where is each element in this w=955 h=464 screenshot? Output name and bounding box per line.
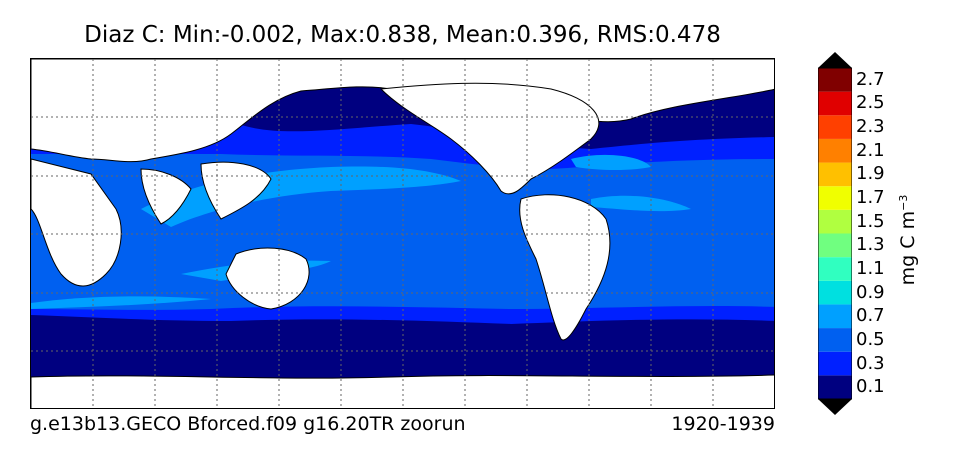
colorbar-segment <box>818 328 852 352</box>
colorbar-tick-label: 0.3 <box>856 352 885 374</box>
ocean-band-0-7-atlantic <box>571 154 691 212</box>
colorbar-segment <box>818 186 852 210</box>
colorbar-tick-label: 1.5 <box>856 210 885 232</box>
colorbar-tick-label: 0.5 <box>856 328 885 350</box>
map-panel <box>30 58 775 409</box>
colorbar-segment <box>818 162 852 187</box>
colorbar-tick-label: 2.7 <box>856 68 885 90</box>
landmass-africa <box>31 158 122 287</box>
colorbar-tick-label: 0.7 <box>856 305 885 327</box>
colorbar-tick-label: 1.1 <box>856 257 885 279</box>
time-period: 1920-1939 <box>671 413 775 435</box>
colorbar-segment <box>818 209 852 234</box>
colorbar-tick-label: 2.1 <box>856 139 885 161</box>
colorbar-tick-label: 1.7 <box>856 187 885 209</box>
map-title: Diaz C: Min:-0.002, Max:0.838, Mean:0.39… <box>84 22 721 48</box>
colorbar <box>818 52 852 415</box>
colorbar-tick-label: 1.3 <box>856 234 885 256</box>
colorbar-under-arrow <box>818 399 852 415</box>
colorbar-segment <box>818 115 852 139</box>
colorbar-over-arrow <box>818 52 852 68</box>
colorbar-segment <box>818 375 852 399</box>
run-name: g.e13b13.GECO Bforced.f09 g16.20TR zooru… <box>30 413 466 435</box>
colorbar-segment <box>818 304 852 329</box>
colorbar-label: mg C m−3 <box>897 195 919 286</box>
gridlines <box>31 59 774 408</box>
colorbar-tick-label: 2.5 <box>856 92 885 114</box>
colorbar-segment <box>818 351 852 376</box>
colorbar-segment <box>818 257 852 281</box>
landmass-australia <box>225 247 310 310</box>
colorbar-label-exponent: −3 <box>896 194 910 211</box>
colorbar-segment <box>818 68 852 92</box>
landmass-india <box>140 168 192 225</box>
colorbar-tick-label: 0.1 <box>856 376 885 398</box>
landmass-se-asia <box>200 161 272 220</box>
colorbar-segment <box>818 233 852 258</box>
map-svg <box>31 59 774 408</box>
colorbar-segment <box>818 280 852 305</box>
colorbar-segment <box>818 91 852 116</box>
ocean-band-0-7-indian <box>31 296 211 309</box>
colorbar-tick-label: 1.9 <box>856 163 885 185</box>
colorbar-segment <box>818 138 852 163</box>
landmass-south-america <box>519 194 611 341</box>
colorbar-tick-label: 2.3 <box>856 116 885 138</box>
landmass-north-america <box>379 82 600 195</box>
colorbar-label-main: mg C m <box>897 210 920 286</box>
colorbar-tick-label: 0.9 <box>856 281 885 303</box>
